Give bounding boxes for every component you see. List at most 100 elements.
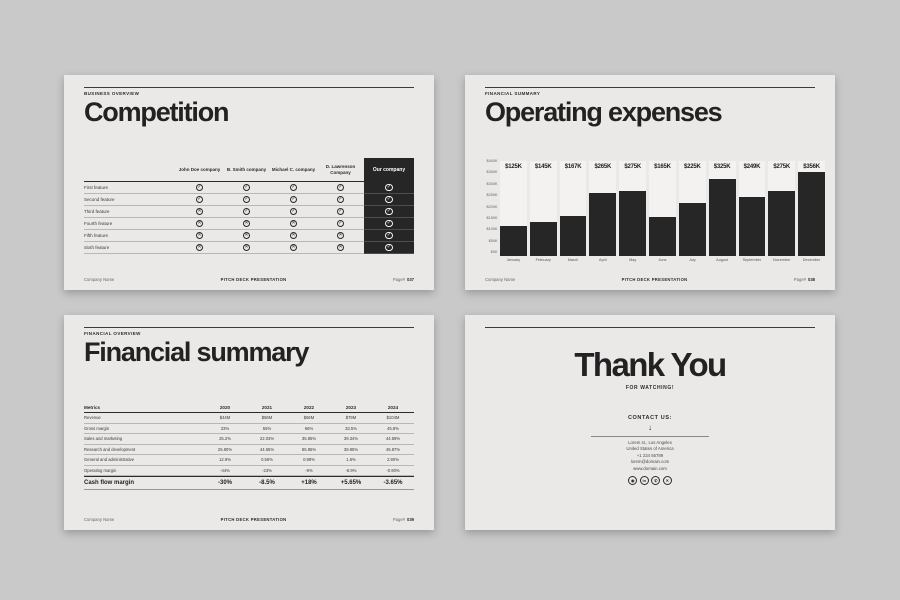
slide-operating-expenses[interactable]: FINANCIAL SUMMARY Operating expenses $40… <box>465 75 835 290</box>
footer-page: Page# 038 <box>793 277 815 282</box>
header-rule <box>485 87 815 88</box>
cross-icon: ✕ <box>195 207 204 216</box>
feature-cell: ✕ <box>176 206 223 218</box>
summary-cell: +18% <box>301 480 317 486</box>
chart-y-axis: $400K $350K $300K $250K $200K $150K $100K $50K $… <box>485 159 500 256</box>
bar <box>619 190 647 256</box>
feature-label: Fourth feature <box>84 218 176 230</box>
slide-thank-you[interactable]: Thank You FOR WATCHING! CONTACT US: ↓ Lo… <box>465 315 835 530</box>
metric-cell: Research and development <box>84 446 136 452</box>
financial-table-header: Metrics 2020 2021 2022 2023 2024 <box>84 403 414 413</box>
metric-cell: $104M <box>386 415 400 421</box>
month-label: January <box>506 258 521 262</box>
metric-cell: 44.65% <box>259 446 275 452</box>
cash-flow-margin-row: Cash flow margin -30% -8.5% +18% +5.65% -3.65… <box>84 476 414 490</box>
chart-column: $125K <box>500 161 527 256</box>
competition-table-header: John Doe company B. Smith company Michael … <box>84 158 414 182</box>
check-icon: ✓ <box>385 183 393 192</box>
month-label: March <box>567 258 579 262</box>
our-company-cell: ✓ <box>364 242 414 254</box>
chart-column: $225K <box>678 161 706 256</box>
metric-cell: 25.2% <box>219 436 231 442</box>
competitor-header-cell: D. Lawrenson Company <box>317 158 364 182</box>
feature-cell: ✕ <box>223 230 270 242</box>
check-icon: ✓ <box>385 231 393 240</box>
feature-cell: ✕ <box>270 230 317 242</box>
footer-company: Company Name <box>485 277 516 282</box>
social-icons-row: ◉ in ✆ ✕ <box>485 475 815 485</box>
feature-cell: ✓ <box>270 194 317 206</box>
feature-cell: ✕ <box>317 242 364 254</box>
chart-column: $249K <box>738 161 766 256</box>
whatsapp-icon[interactable]: ✆ <box>651 475 661 485</box>
chart-column: $167K <box>559 161 587 256</box>
metric-cell: 39.34% <box>343 436 359 442</box>
cross-icon: ✕ <box>242 231 251 240</box>
feature-cell: ✓ <box>176 182 223 194</box>
footer-company: Company Name <box>84 517 115 522</box>
feature-cell: ✕ <box>317 230 364 242</box>
metric-cell: 66% <box>304 425 314 431</box>
feature-cell: ✕ <box>270 242 317 254</box>
contact-line: lorem@domain.com <box>630 459 670 465</box>
metric-cell: Revenue <box>84 415 101 421</box>
metric-cell: 22.03% <box>259 436 275 442</box>
financial-header-cell: 2023 <box>345 405 357 410</box>
chart-column: $275K <box>619 161 647 256</box>
check-icon: ✓ <box>242 195 251 204</box>
expenses-bar-chart: $400K $350K $300K $250K $200K $150K $100K $50K $… <box>485 159 825 262</box>
check-icon: ✓ <box>336 183 345 192</box>
chart-column: $325K <box>708 161 736 256</box>
metric-cell: $79M <box>345 415 357 421</box>
bar <box>798 171 825 256</box>
metric-cell: 12.9% <box>219 457 231 463</box>
slide-title: Competition <box>84 96 229 127</box>
summary-cell: +5.65% <box>340 480 362 486</box>
contact-heading: CONTACT US: <box>627 415 673 421</box>
month-label: December <box>802 258 821 262</box>
feature-cell: ✓ <box>223 194 270 206</box>
bar-value-label: $356K <box>803 163 820 170</box>
check-icon: ✓ <box>242 207 251 216</box>
bar-value-label: $225K <box>683 163 701 170</box>
slide-eyebrow: FINANCIAL SUMMARY <box>485 90 541 96</box>
y-tick-label: $300K <box>486 181 498 186</box>
check-icon: ✓ <box>385 243 393 252</box>
cross-icon: ✕ <box>195 231 204 240</box>
financial-header-cell: 2022 <box>303 405 315 410</box>
bar-value-label: $145K <box>534 163 552 170</box>
check-icon: ✓ <box>289 183 298 192</box>
metric-cell: -0.90% <box>386 467 400 473</box>
footer-deck-title: PITCH DECK PRESENTATION <box>220 277 287 282</box>
competitor-header-cell: Michael C. company <box>270 158 317 182</box>
metric-row: Operating margin -44% -23% -9% -8.9% -0.90% <box>84 466 414 476</box>
bar <box>768 190 796 256</box>
slide-financial-summary[interactable]: FINANCIAL OVERVIEW Financial summary Met… <box>64 315 434 530</box>
metric-cell: 0.56% <box>261 457 273 463</box>
chart-column: $165K <box>649 161 676 256</box>
metric-cell: 35.85% <box>301 436 317 442</box>
check-icon: ✓ <box>195 183 204 192</box>
bar-value-label: $325K <box>713 163 731 170</box>
check-icon: ✓ <box>289 207 298 216</box>
contact-block: CONTACT US: ↓ Lorem st., Los Angeles Unit… <box>485 415 815 485</box>
x-icon[interactable]: ✕ <box>662 475 672 485</box>
check-icon: ✓ <box>385 207 393 216</box>
check-icon: ✓ <box>242 183 251 192</box>
metric-cell: -23% <box>262 467 272 473</box>
linkedin-icon[interactable]: in <box>639 475 649 485</box>
month-label: July <box>688 258 696 262</box>
footer-page: Page# 039 <box>392 517 414 522</box>
metric-cell: $66M <box>303 415 315 421</box>
bar-value-label: $167K <box>564 163 582 170</box>
instagram-icon[interactable]: ◉ <box>628 475 638 485</box>
feature-cell: ✓ <box>270 206 317 218</box>
slide-competition[interactable]: BUSINESS OVERVIEW Competition John Doe c… <box>64 75 434 290</box>
y-tick-label: $350K <box>486 170 498 175</box>
feature-cell: ✓ <box>270 182 317 194</box>
bar <box>738 196 766 256</box>
feature-cell: ✓ <box>223 206 270 218</box>
bar <box>708 178 736 256</box>
chart-plot: $125K $145K $167K $265K $275K $165K $225K $325K… <box>500 161 825 256</box>
y-tick-label: $0K <box>490 250 498 255</box>
